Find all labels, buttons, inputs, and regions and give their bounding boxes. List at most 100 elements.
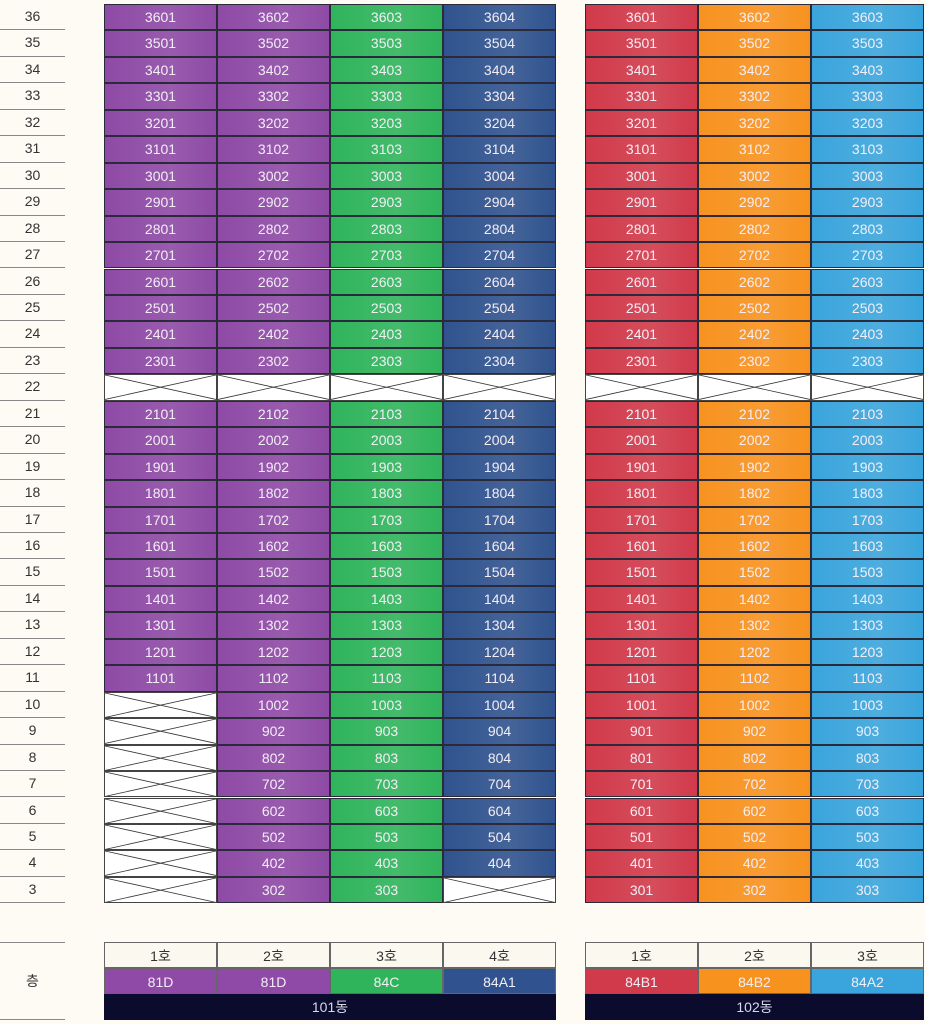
unit-cell: 2502 xyxy=(698,294,811,322)
no-unit-cell xyxy=(104,744,217,772)
unit-cell: 2101 xyxy=(104,400,217,428)
unit-cell: 1401 xyxy=(104,585,217,613)
floor-label: 24 xyxy=(0,321,65,348)
unit-cell: 1102 xyxy=(217,665,330,692)
unit-cell: 2801 xyxy=(104,215,217,243)
unit-cell: 3204 xyxy=(443,109,556,137)
unit-cell: 603 xyxy=(330,797,443,824)
unit-cell: 3003 xyxy=(811,162,924,190)
unit-cell: 2802 xyxy=(698,215,811,243)
floor-label: 12 xyxy=(0,639,65,666)
unit-cell: 504 xyxy=(443,823,556,851)
unit-cell: 2701 xyxy=(104,242,217,269)
unit-cell: 3303 xyxy=(811,83,924,110)
unit-cell: 2602 xyxy=(698,268,811,295)
unit-cell: 1002 xyxy=(698,691,811,719)
unit-cell: 3102 xyxy=(217,136,330,163)
unit-cell: 2302 xyxy=(217,347,330,375)
unit-cell: 2404 xyxy=(443,321,556,348)
unit-cell: 1102 xyxy=(698,665,811,692)
unit-cell: 3304 xyxy=(443,83,556,110)
unit-cell: 2603 xyxy=(811,268,924,295)
unit-cell: 3504 xyxy=(443,30,556,57)
unit-cell: 3401 xyxy=(585,56,698,84)
unit-cell: 2602 xyxy=(217,268,330,295)
unit-cell: 3501 xyxy=(104,30,217,57)
no-unit-cell xyxy=(698,374,811,401)
unit-cell: 2903 xyxy=(811,189,924,216)
no-unit-cell xyxy=(104,374,217,401)
unit-cell: 1704 xyxy=(443,506,556,533)
unit-cell: 902 xyxy=(217,718,330,745)
unit-cell: 1702 xyxy=(217,506,330,533)
unit-cell: 402 xyxy=(217,850,330,877)
unit-cell: 2101 xyxy=(585,400,698,428)
unit-cell: 2504 xyxy=(443,294,556,322)
unit-cell: 2003 xyxy=(330,427,443,454)
unit-cell: 3602 xyxy=(698,4,811,31)
floor-label: 30 xyxy=(0,163,65,190)
unit-cell: 2601 xyxy=(585,268,698,295)
unit-cell: 903 xyxy=(330,718,443,745)
unit-cell: 2304 xyxy=(443,347,556,375)
floor-label: 3 xyxy=(0,877,65,904)
unit-cell: 1201 xyxy=(104,638,217,666)
unit-cell: 2102 xyxy=(217,400,330,428)
unit-cell: 2401 xyxy=(104,321,217,348)
unit-cell: 1602 xyxy=(217,533,330,560)
unit-cell: 2502 xyxy=(217,294,330,322)
unit-cell: 2604 xyxy=(443,268,556,295)
floor-label: 8 xyxy=(0,745,65,772)
floor-label: 33 xyxy=(0,83,65,110)
legend-unit-label: 4호 xyxy=(443,942,556,968)
floor-label: 26 xyxy=(0,269,65,295)
floor-label: 9 xyxy=(0,718,65,745)
unit-cell: 2104 xyxy=(443,400,556,428)
unit-cell: 3202 xyxy=(698,109,811,137)
unit-cell: 1103 xyxy=(811,665,924,692)
unit-cell: 1403 xyxy=(330,585,443,613)
unit-cell: 3002 xyxy=(698,162,811,190)
unit-cell: 1301 xyxy=(585,612,698,639)
unit-cell: 2301 xyxy=(585,347,698,375)
unit-cell: 1602 xyxy=(698,533,811,560)
unit-cell: 902 xyxy=(698,718,811,745)
floor-label: 23 xyxy=(0,348,65,375)
unit-cell: 702 xyxy=(698,771,811,798)
floor-label: 6 xyxy=(0,798,65,824)
unit-cell: 503 xyxy=(330,823,443,851)
unit-cell: 2002 xyxy=(217,427,330,454)
unit-cell: 1202 xyxy=(698,638,811,666)
unit-cell: 3604 xyxy=(443,4,556,31)
unit-cell: 703 xyxy=(811,771,924,798)
no-unit-cell xyxy=(104,691,217,719)
unit-cell: 3202 xyxy=(217,109,330,137)
unit-cell: 3502 xyxy=(217,30,330,57)
unit-cell: 2702 xyxy=(698,242,811,269)
unit-cell: 1304 xyxy=(443,612,556,639)
no-unit-cell xyxy=(104,876,217,904)
unit-cell: 3302 xyxy=(217,83,330,110)
no-unit-cell xyxy=(585,374,698,401)
unit-cell: 3501 xyxy=(585,30,698,57)
unit-cell: 1603 xyxy=(811,533,924,560)
unit-cell: 1502 xyxy=(698,559,811,586)
unit-cell: 1203 xyxy=(811,638,924,666)
unit-cell: 2402 xyxy=(217,321,330,348)
legend-unit-label: 2호 xyxy=(217,942,330,968)
floor-label: 7 xyxy=(0,771,65,798)
unit-cell: 603 xyxy=(811,797,924,824)
legend-unit-label: 3호 xyxy=(811,942,924,968)
floor-label: 36 xyxy=(0,4,65,31)
unit-cell: 3001 xyxy=(585,162,698,190)
no-unit-cell xyxy=(104,718,217,745)
unit-cell: 1803 xyxy=(811,480,924,507)
floor-label: 31 xyxy=(0,136,65,163)
floor-label: 32 xyxy=(0,110,65,137)
unit-cell: 2103 xyxy=(330,400,443,428)
unit-cell: 904 xyxy=(443,718,556,745)
unit-cell: 2102 xyxy=(698,400,811,428)
unit-cell: 1301 xyxy=(104,612,217,639)
unit-cell: 1003 xyxy=(811,691,924,719)
unit-cell: 3301 xyxy=(585,83,698,110)
